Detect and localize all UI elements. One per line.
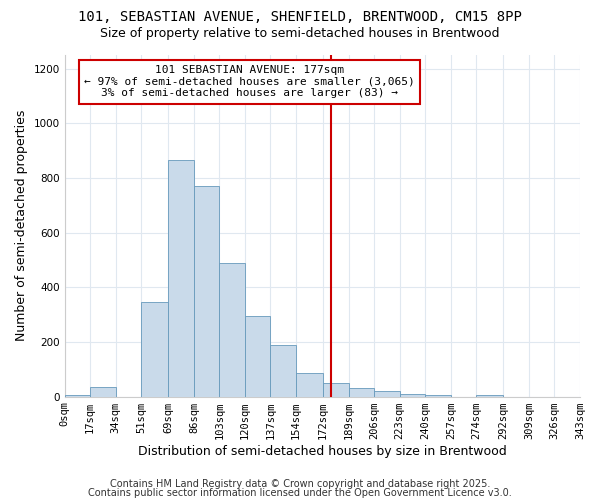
Text: 101 SEBASTIAN AVENUE: 177sqm
← 97% of semi-detached houses are smaller (3,065)
3: 101 SEBASTIAN AVENUE: 177sqm ← 97% of se… (84, 65, 415, 98)
Bar (476, 395, 503, 396)
Text: Size of property relative to semi-detached houses in Brentwood: Size of property relative to semi-detach… (100, 28, 500, 40)
Text: Contains public sector information licensed under the Open Government Licence v3: Contains public sector information licen… (88, 488, 512, 498)
Bar (425, 395, 451, 396)
Bar (141, 302, 169, 396)
Bar (194, 186, 220, 396)
Bar (271, 344, 296, 397)
Bar (349, 388, 374, 396)
Bar (400, 394, 425, 396)
Bar (220, 262, 245, 396)
X-axis label: Distribution of semi-detached houses by size in Brentwood: Distribution of semi-detached houses by … (138, 444, 507, 458)
Text: 101, SEBASTIAN AVENUE, SHENFIELD, BRENTWOOD, CM15 8PP: 101, SEBASTIAN AVENUE, SHENFIELD, BRENTW… (78, 10, 522, 24)
Bar (245, 316, 271, 396)
Bar (323, 383, 349, 396)
Bar (374, 391, 400, 396)
Bar (90, 387, 116, 396)
Bar (65, 395, 90, 396)
Y-axis label: Number of semi-detached properties: Number of semi-detached properties (15, 110, 28, 342)
Bar (296, 374, 323, 396)
Bar (169, 160, 194, 396)
Text: Contains HM Land Registry data © Crown copyright and database right 2025.: Contains HM Land Registry data © Crown c… (110, 479, 490, 489)
